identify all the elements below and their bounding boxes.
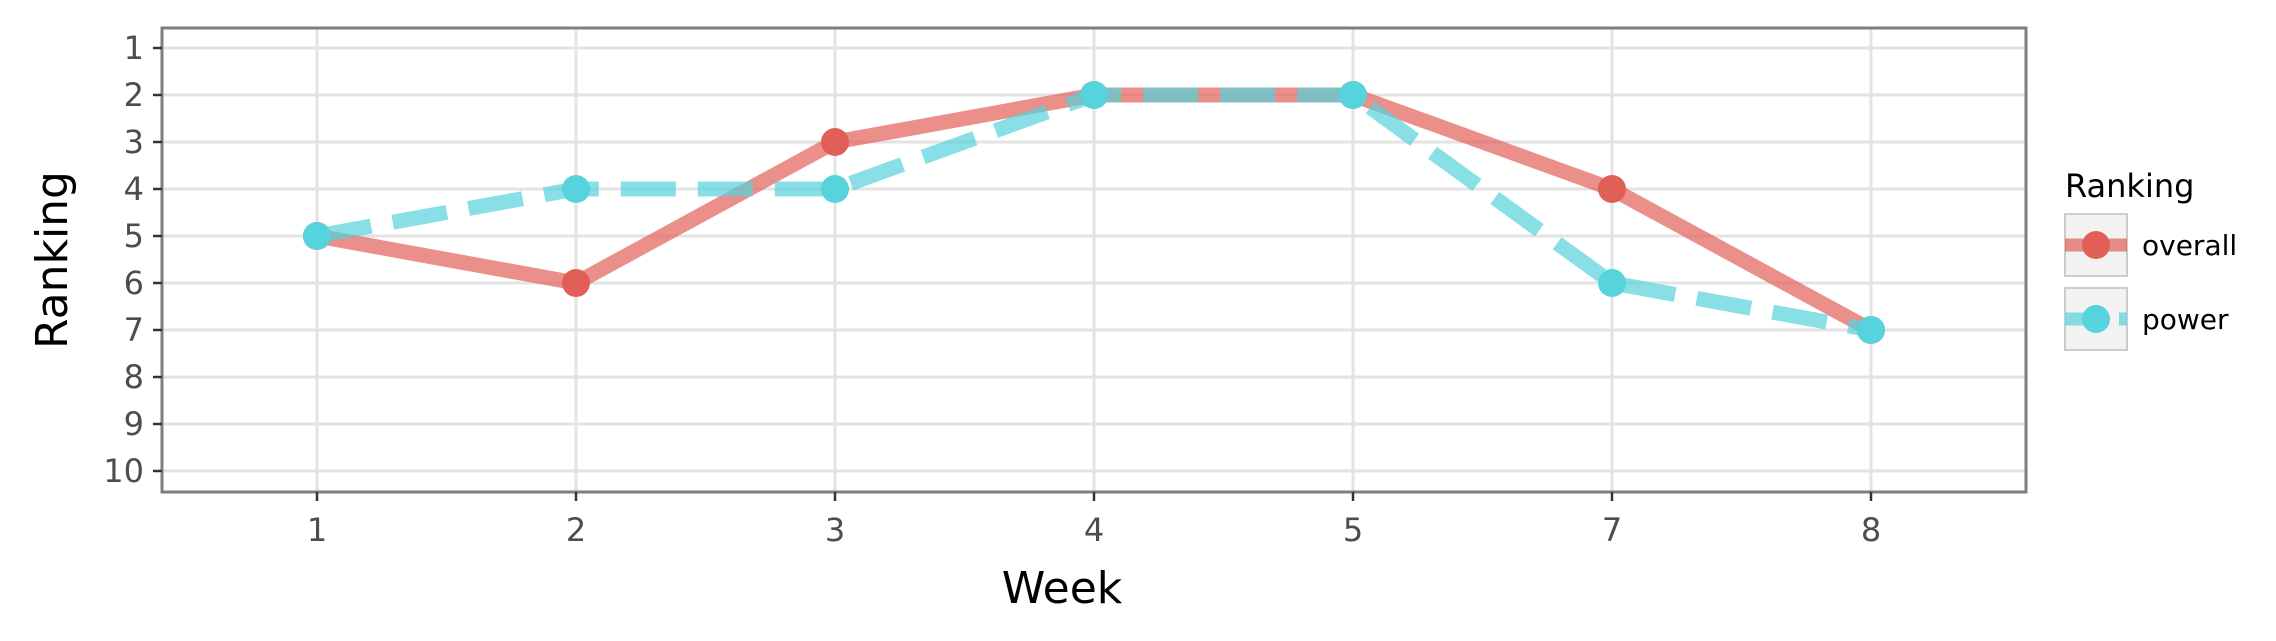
legend-label: power	[2142, 303, 2229, 336]
y-tick-label: 8	[124, 358, 144, 396]
x-tick-label: 3	[825, 511, 845, 549]
data-point-overall	[1598, 175, 1626, 203]
y-tick-label: 2	[124, 76, 144, 114]
x-axis-title: Week	[1002, 563, 1123, 614]
y-axis-title: Ranking	[27, 171, 78, 349]
data-point-power	[1598, 269, 1626, 297]
data-point-overall	[562, 269, 590, 297]
y-tick-label: 5	[124, 217, 144, 255]
data-point-power	[1339, 81, 1367, 109]
legend: Ranking overall power	[2064, 167, 2237, 351]
y-tick-label: 4	[124, 170, 144, 208]
x-tick-label: 2	[566, 511, 586, 549]
x-tick-label: 4	[1084, 511, 1104, 549]
y-tick-label: 3	[124, 123, 144, 161]
data-point-power	[562, 175, 590, 203]
y-tick-label: 1	[124, 29, 144, 67]
legend-title: Ranking	[2065, 167, 2194, 205]
data-point-power	[1857, 316, 1885, 344]
x-tick-label: 5	[1343, 511, 1363, 549]
x-tick-label: 7	[1602, 511, 1622, 549]
y-tick-label: 9	[124, 405, 144, 443]
data-point-power	[821, 175, 849, 203]
legend-key-point-overall	[2082, 231, 2110, 259]
legend-entries: overall power	[2064, 213, 2237, 351]
y-tick-label: 6	[124, 264, 144, 302]
data-point-power	[303, 222, 331, 250]
legend-label: overall	[2142, 229, 2237, 262]
data-point-overall	[821, 128, 849, 156]
x-tick-label: 1	[307, 511, 327, 549]
points-layer	[303, 81, 1885, 344]
x-tick-label: 8	[1861, 511, 1881, 549]
legend-key-point-power	[2082, 305, 2110, 333]
data-point-power	[1080, 81, 1108, 109]
y-axis: 1 2 3 4 5 6 7 8 9 10	[103, 29, 162, 490]
y-tick-label: 7	[124, 311, 144, 349]
y-tick-label: 10	[103, 452, 144, 490]
x-axis: 1 2 3 4 5 7 8	[307, 492, 1881, 549]
